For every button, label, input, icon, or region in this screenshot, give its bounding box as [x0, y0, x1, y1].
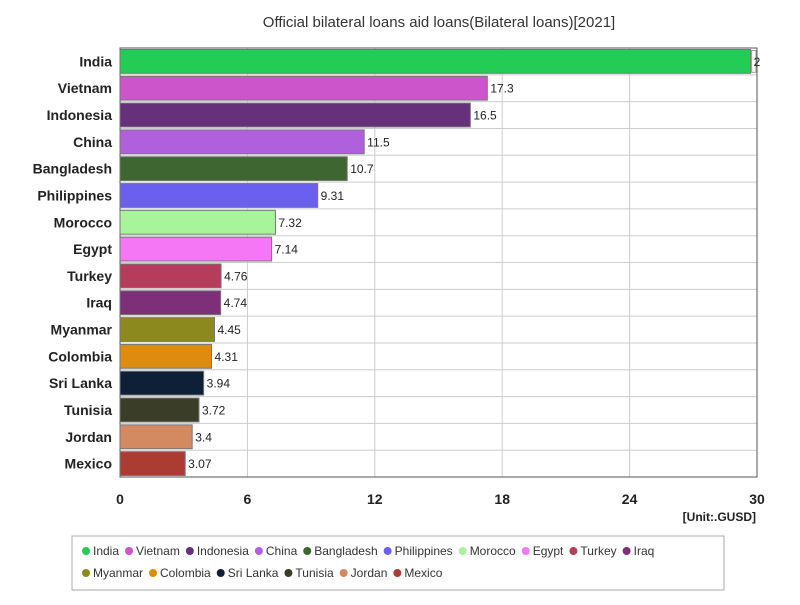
- value-label-china: 11.5: [367, 135, 390, 149]
- category-label-colombia: Colombia: [48, 348, 112, 364]
- bar-egypt: [119, 236, 273, 262]
- category-label-egypt: Egypt: [73, 241, 112, 257]
- legend-swatch-myanmar: [82, 569, 90, 577]
- bar-turkey: [119, 263, 222, 289]
- value-label-jordan: 3.4: [195, 430, 212, 444]
- value-label-morocco: 7.32: [278, 216, 302, 230]
- grid-lines: [119, 47, 758, 478]
- category-label-turkey: Turkey: [67, 268, 112, 284]
- value-label-turkey: 4.76: [224, 269, 248, 283]
- value-label-mexico: 3.07: [188, 457, 212, 471]
- value-label-iraq: 4.74: [224, 296, 248, 310]
- legend-label-vietnam: Vietnam: [136, 544, 180, 558]
- value-labels: 2 17.3 16.5 11.5 10.7 9.31 7.32 7.14 4.76 4.74 4.4…: [188, 50, 761, 471]
- legend-label-turkey: Turkey: [580, 544, 616, 558]
- legend-label-myanmar: Myanmar: [93, 566, 143, 580]
- value-label-sri-lanka: 3.94: [207, 377, 231, 391]
- legend-swatch-egypt: [521, 547, 530, 555]
- value-label-colombia: 4.31: [215, 350, 239, 364]
- legend-swatch-mexico: [393, 569, 402, 577]
- legend-box: [71, 535, 725, 591]
- category-label-china: China: [73, 134, 112, 150]
- legend-label-iraq: Iraq: [634, 544, 655, 558]
- category-label-philippines: Philippines: [37, 187, 112, 203]
- value-label-vietnam: 17.3: [490, 82, 514, 96]
- category-label-morocco: Morocco: [54, 214, 112, 230]
- legend-swatch-china: [254, 547, 263, 555]
- bar-jordan: [119, 424, 193, 450]
- x-tick-label: 0: [116, 491, 124, 507]
- chart-title: Official bilateral loans aid loans(Bilat…: [263, 14, 615, 31]
- bar-tunisia: [119, 397, 200, 423]
- category-label-mexico: Mexico: [65, 456, 112, 472]
- bar-vietnam: [119, 75, 488, 101]
- legend-swatch-jordan: [339, 569, 348, 577]
- x-tick-label: 24: [622, 491, 638, 507]
- bar-sri-lanka: [119, 370, 205, 396]
- category-label-tunisia: Tunisia: [64, 402, 112, 418]
- legend-swatch-philippines: [383, 547, 392, 555]
- bar-indonesia: [119, 102, 471, 128]
- bar-china: [119, 129, 365, 155]
- value-label-indonesia: 16.5: [473, 109, 497, 123]
- legend-swatch-vietnam: [125, 547, 134, 555]
- value-label-tunisia: 3.72: [202, 403, 226, 417]
- x-axis-ticks: 0 6 12 18 24 30: [116, 491, 765, 507]
- x-tick-label: 12: [367, 491, 383, 507]
- legend-label-tunisia: Tunisia: [295, 566, 334, 580]
- category-label-sri-lanka: Sri Lanka: [49, 375, 112, 391]
- value-label-egypt: 7.14: [275, 243, 299, 257]
- legend-label-egypt: Egypt: [533, 544, 564, 558]
- x-tick-label: 18: [494, 491, 510, 507]
- legend-swatch-turkey: [569, 547, 578, 555]
- value-label-bangladesh: 10.7: [350, 162, 374, 176]
- legend: India Vietnam Indonesia China Bangladesh Phil…: [82, 544, 654, 580]
- bar-myanmar: [119, 317, 215, 342]
- bar-colombia: [119, 343, 213, 369]
- category-label-india: India: [79, 53, 112, 69]
- bar-mexico: [119, 451, 186, 476]
- value-label-india: 2: [754, 55, 761, 69]
- legend-swatch-sri-lanka: [216, 569, 225, 577]
- legend-label-bangladesh: Bangladesh: [314, 544, 377, 558]
- legend-swatch-india: [82, 547, 90, 555]
- legend-label-jordan: Jordan: [351, 566, 388, 580]
- legend-label-philippines: Philippines: [395, 544, 453, 558]
- legend-label-india: India: [93, 544, 119, 558]
- bar-morocco: [119, 209, 276, 235]
- legend-swatch-indonesia: [185, 547, 194, 555]
- legend-swatch-tunisia: [284, 569, 293, 577]
- category-label-jordan: Jordan: [65, 429, 112, 445]
- value-label-myanmar: 4.45: [217, 323, 241, 337]
- category-label-indonesia: Indonesia: [47, 107, 113, 123]
- legend-label-colombia: Colombia: [160, 566, 211, 580]
- bar-philippines: [119, 183, 319, 208]
- legend-label-indonesia: Indonesia: [197, 544, 249, 558]
- category-label-bangladesh: Bangladesh: [33, 161, 112, 177]
- bars: [119, 49, 752, 476]
- plot-frame: [119, 47, 758, 478]
- legend-label-china: China: [266, 544, 298, 558]
- value-label-philippines: 9.31: [321, 189, 345, 203]
- legend-label-mexico: Mexico: [404, 566, 442, 580]
- legend-swatch-morocco: [458, 547, 467, 555]
- bar-iraq: [119, 290, 222, 316]
- bar-india: [119, 49, 752, 74]
- legend-label-sri-lanka: Sri Lanka: [228, 566, 279, 580]
- legend-swatch-colombia: [149, 569, 158, 577]
- category-label-iraq: Iraq: [86, 295, 112, 311]
- legend-swatch-bangladesh: [303, 547, 312, 555]
- category-label-vietnam: Vietnam: [58, 80, 112, 96]
- bar-bangladesh: [119, 156, 348, 182]
- category-label-myanmar: Myanmar: [51, 322, 113, 338]
- x-tick-label: 6: [244, 491, 252, 507]
- legend-label-morocco: Morocco: [470, 544, 516, 558]
- category-labels: India Vietnam Indonesia China Bangladesh Phil…: [33, 53, 113, 471]
- value-label-bg: [751, 50, 757, 73]
- x-tick-label: 30: [749, 491, 765, 507]
- unit-label: [Unit:.GUSD]: [683, 510, 756, 524]
- legend-swatch-iraq: [622, 547, 631, 555]
